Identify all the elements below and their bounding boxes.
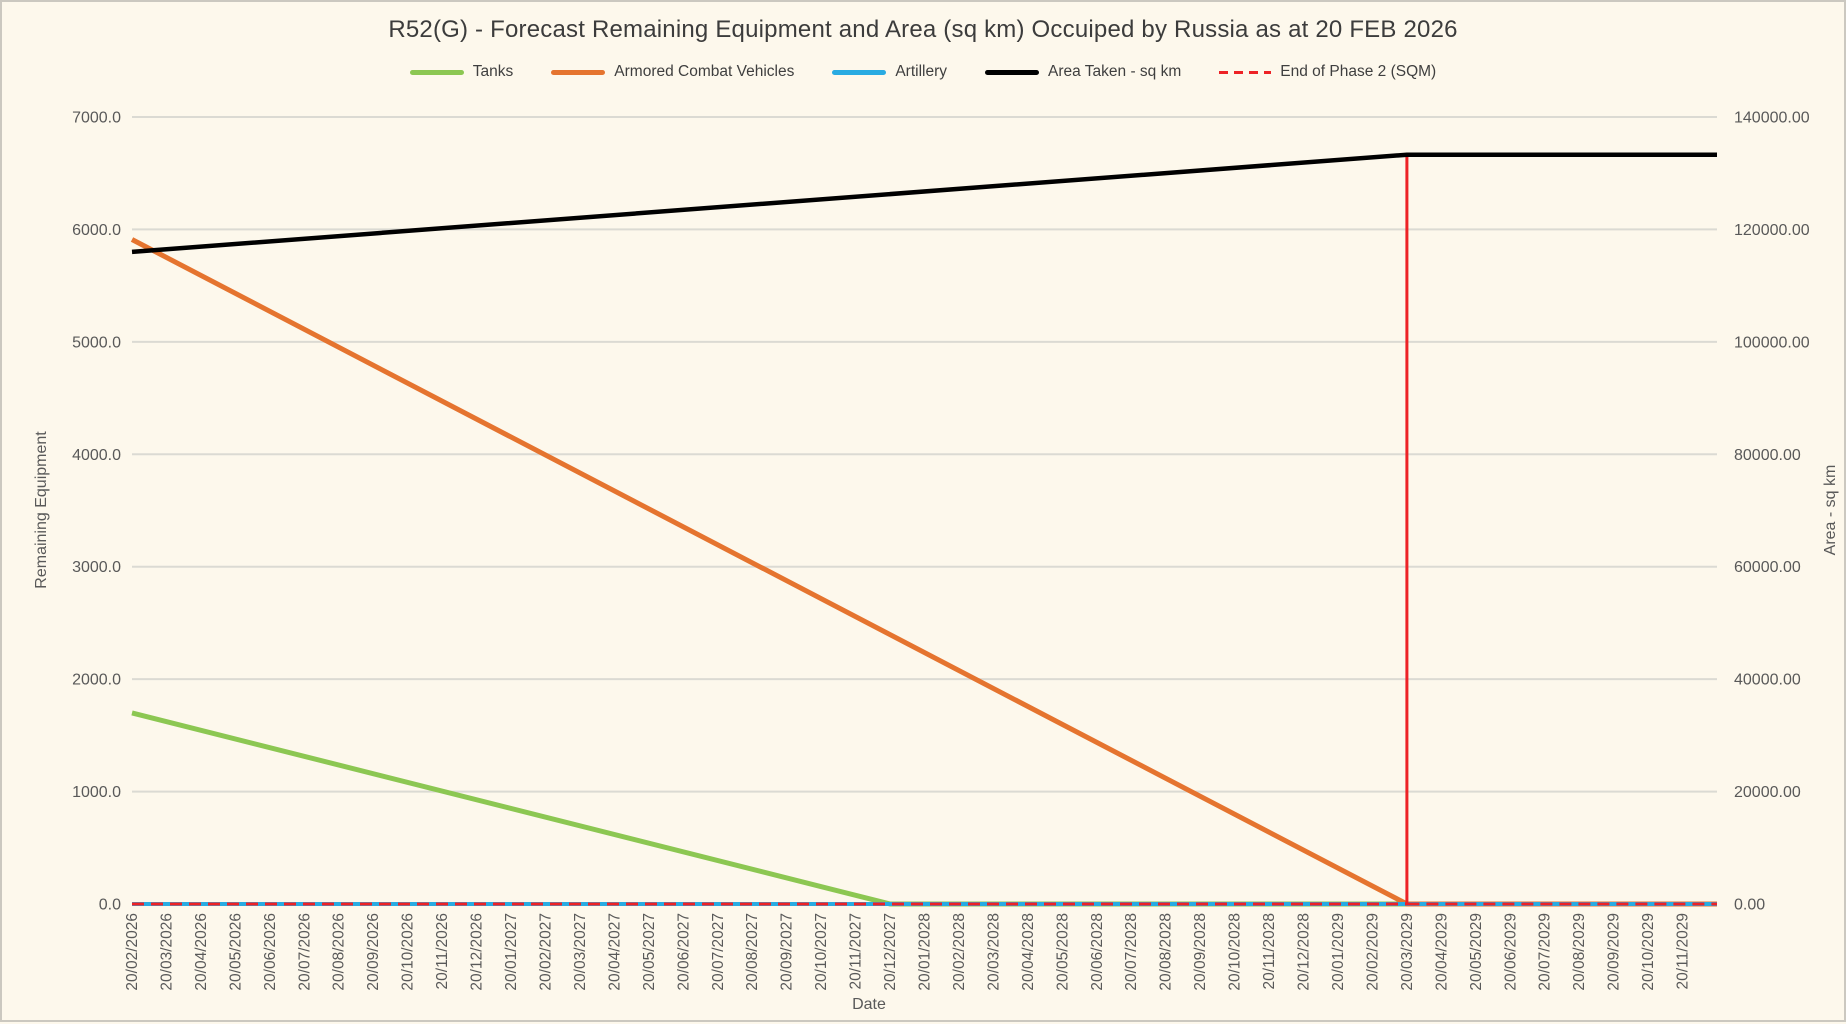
x-axis-tick-label: 20/08/2027 — [744, 913, 761, 991]
y-axis-right-tick-label: 100000.00 — [1734, 334, 1810, 351]
x-axis-tick-label: 20/02/2028 — [951, 913, 968, 991]
x-axis-tick-label: 20/08/2026 — [331, 913, 348, 991]
x-axis-tick-label: 20/08/2028 — [1158, 913, 1175, 991]
x-axis-tick-label: 20/09/2027 — [779, 913, 796, 991]
y-axis-right-tick-labels: 0.00 20000.00 40000.00 60000.00 80000.00 1000… — [1734, 110, 1810, 914]
x-axis-tick-label: 20/04/2027 — [606, 913, 623, 991]
y-axis-left-tick-label: 1000.0 — [72, 784, 121, 801]
legend-item-area-taken-sq-km: Area Taken - sq km — [985, 63, 1181, 81]
legend-swatch-tanks — [409, 69, 464, 75]
x-axis-tick-label: 20/11/2026 — [434, 913, 451, 989]
x-axis-tick-label: 20/01/2027 — [503, 913, 520, 991]
x-axis-tick-label: 20/10/2026 — [400, 913, 417, 991]
legend-swatch-armored-combat-vehicles — [551, 69, 606, 75]
legend-swatch-area-taken-sq-km — [985, 69, 1040, 75]
x-axis-tick-label: 20/12/2027 — [882, 913, 899, 991]
x-axis-tick-label: 20/09/2029 — [1606, 913, 1623, 991]
x-axis-title: Date — [852, 996, 886, 1013]
y-axis-right-tick-label: 80000.00 — [1734, 447, 1801, 464]
legend-item-end-of-phase-2-sqm: End of Phase 2 (SQM) — [1219, 63, 1436, 81]
x-axis-tick-label: 20/06/2027 — [675, 913, 692, 991]
y-axis-right-tick-label: 0.00 — [1734, 897, 1765, 914]
x-axis-tick-label: 20/06/2029 — [1502, 913, 1519, 991]
x-axis-tick-label: 20/09/2028 — [1192, 913, 1209, 991]
y-axis-left-tick-label: 6000.0 — [72, 222, 121, 239]
x-axis-tick-label: 20/02/2026 — [124, 913, 141, 991]
x-axis-tick-label: 20/04/2028 — [1020, 913, 1037, 991]
x-axis-tick-label: 20/07/2027 — [710, 913, 727, 991]
x-axis-tick-label: 20/07/2026 — [296, 913, 313, 991]
x-axis-tick-label: 20/11/2027 — [848, 913, 865, 989]
x-axis-tick-label: 20/12/2026 — [469, 913, 486, 991]
x-axis-tick-label: 20/05/2027 — [641, 913, 658, 991]
x-axis-tick-label: 20/12/2028 — [1296, 913, 1313, 991]
series-lines — [130, 152, 1717, 907]
legend-label-area-taken-sq-km: Area Taken - sq km — [1048, 63, 1182, 80]
y-axis-right-title: Area - sq km — [1822, 465, 1839, 556]
legend-label-tanks: Tanks — [472, 63, 514, 80]
x-axis-tick-label: 20/02/2027 — [537, 913, 554, 991]
legend-swatch-end-of-phase-2-sqm — [1219, 70, 1272, 74]
x-axis-tick-label: 20/10/2027 — [813, 913, 830, 991]
y-axis-right-tick-label: 60000.00 — [1734, 559, 1801, 576]
x-axis-tick-label: 20/03/2026 — [158, 913, 175, 991]
chart-title: R52(G) - Forecast Remaining Equipment an… — [388, 16, 1458, 43]
x-axis-tick-label: 20/11/2029 — [1675, 913, 1692, 989]
x-axis-tick-label: 20/07/2028 — [1123, 913, 1140, 991]
y-axis-right-tick-label: 120000.00 — [1734, 222, 1810, 239]
x-axis-tick-label: 20/04/2029 — [1433, 913, 1450, 991]
legend-label-armored-combat-vehicles: Armored Combat Vehicles — [614, 63, 795, 80]
y-axis-left-tick-label: 4000.0 — [72, 447, 121, 464]
x-axis-tick-label: 20/02/2029 — [1364, 913, 1381, 991]
x-axis-tick-label: 20/01/2028 — [917, 913, 934, 991]
x-axis-tick-label: 20/03/2028 — [985, 913, 1002, 991]
x-axis-tick-label: 20/07/2029 — [1537, 913, 1554, 991]
x-axis-tick-label: 20/05/2028 — [1054, 913, 1071, 991]
legend-item-artillery: Artillery — [832, 63, 947, 81]
x-axis-tick-label: 20/11/2028 — [1261, 913, 1278, 989]
y-axis-left-tick-label: 3000.0 — [72, 559, 121, 576]
legend-item-tanks: Tanks — [409, 63, 514, 81]
x-axis-tick-label: 20/06/2028 — [1089, 913, 1106, 991]
x-axis-tick-label: 20/10/2029 — [1640, 913, 1657, 991]
y-axis-right-tick-label: 140000.00 — [1734, 110, 1810, 127]
y-axis-left-tick-label: 2000.0 — [72, 672, 121, 689]
x-axis-tick-label: 20/08/2029 — [1571, 913, 1588, 991]
x-axis-tick-labels: 20/02/2026 20/03/2026 20/04/2026 20/05/2026… — [124, 913, 1692, 991]
y-axis-left-tick-labels: 0.0 1000.0 2000.0 3000.0 4000.0 5000.0 6000.0 7… — [72, 110, 121, 914]
y-axis-right-tick-label: 40000.00 — [1734, 672, 1801, 689]
x-axis-tick-label: 20/06/2026 — [262, 913, 279, 991]
x-axis-tick-label: 20/10/2028 — [1227, 913, 1244, 991]
y-axis-left-tick-label: 0.0 — [99, 897, 121, 914]
x-axis-tick-label: 20/04/2026 — [193, 913, 210, 991]
x-axis-tick-label: 20/01/2029 — [1330, 913, 1347, 991]
chart-legend: Tanks Armored Combat Vehicles Artillery Are… — [2, 63, 1844, 81]
y-axis-left-tick-label: 7000.0 — [72, 110, 121, 127]
legend-label-end-of-phase-2-sqm: End of Phase 2 (SQM) — [1280, 63, 1437, 80]
y-axis-left-tick-label: 5000.0 — [72, 334, 121, 351]
series-line-tanks — [131, 710, 1717, 907]
series-line-area-taken-sq-km — [131, 152, 1717, 255]
legend-label-artillery: Artillery — [895, 63, 948, 80]
x-axis-tick-label: 20/05/2029 — [1468, 913, 1485, 991]
x-axis-tick-label: 20/03/2027 — [572, 913, 589, 991]
y-axis-right-tick-label: 20000.00 — [1734, 784, 1801, 801]
series-line-armored-combat-vehicles — [130, 237, 1717, 907]
legend-item-armored-combat-vehicles: Armored Combat Vehicles — [551, 63, 794, 81]
x-axis-tick-label: 20/09/2026 — [365, 913, 382, 991]
y-axis-left-title: Remaining Equipment — [33, 431, 50, 589]
x-axis-tick-label: 20/05/2026 — [227, 913, 244, 991]
x-axis-tick-label: 20/03/2029 — [1399, 913, 1416, 991]
legend-swatch-artillery — [832, 69, 887, 75]
